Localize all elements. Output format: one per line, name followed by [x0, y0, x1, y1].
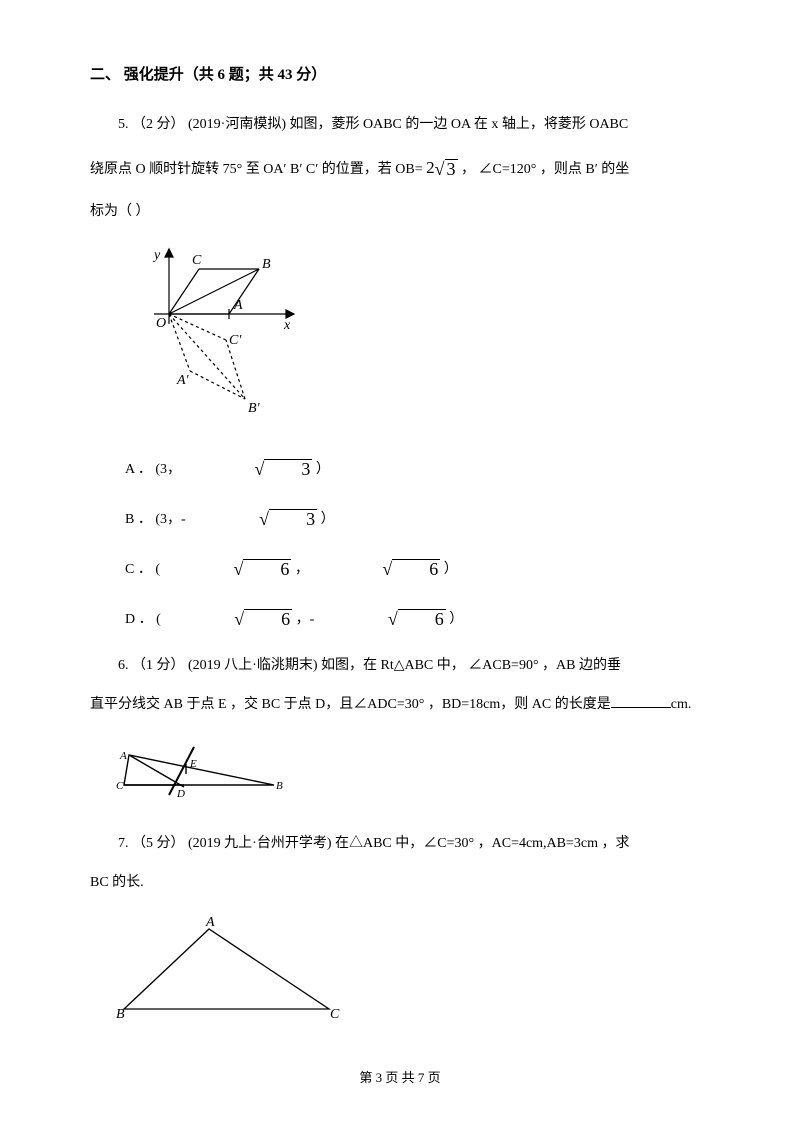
q7-line2: BC 的长. — [90, 868, 710, 899]
optD-rad1: 6 — [244, 609, 292, 628]
q5-ob-rad: 3 — [445, 159, 458, 178]
q7-diagram: A B C — [114, 914, 710, 1035]
lbl-A: A — [233, 298, 243, 313]
optB-rad: 3 — [269, 509, 317, 528]
page: 二、 强化提升（共 6 题；共 43 分） 5. （2 分） (2019·河南模… — [0, 0, 800, 1131]
optD-rad2: 6 — [398, 609, 446, 628]
q5-line2b: ， ∠C=120° ，则点 B′ 的坐 — [461, 162, 629, 177]
q5-sqrt: √3 — [435, 150, 458, 190]
q5-line3: 标为（ ） — [90, 197, 710, 228]
lbl-Bp: B′ — [248, 401, 261, 416]
lbl-C: C — [192, 253, 202, 268]
q7-lbl-C: C — [330, 1007, 340, 1022]
q5-optD: D ． ( √6 ，- √6 ） — [90, 601, 710, 637]
optB-pre: B ． (3，- — [125, 512, 189, 527]
q5-line1: 5. （2 分） (2019·河南模拟) 如图，菱形 OABC 的一边 OA 在… — [90, 110, 710, 141]
q5-line2a: 绕原点 O 顺时针旋转 75° 至 OA′ B′ C′ 的位置，若 OB= — [90, 162, 426, 177]
lbl-Cp: C′ — [229, 333, 242, 348]
q6-line2b: cm. — [671, 697, 692, 712]
optB-post: ） — [321, 512, 335, 527]
q6-lbl-D: D — [176, 788, 185, 800]
lbl-x: x — [283, 318, 291, 333]
optC-rad2: 6 — [392, 559, 440, 578]
q5-line2: 绕原点 O 顺时针旋转 75° 至 OA′ B′ C′ 的位置，若 OB= 2√… — [90, 149, 710, 190]
q5-optA: A ． (3， √3 ） — [90, 451, 710, 487]
optC-sep: ， — [295, 562, 313, 577]
q5-ob-coef: 2 — [426, 158, 435, 177]
lbl-Ap: A′ — [176, 373, 190, 388]
optC-rad1: 6 — [243, 559, 291, 578]
optA-pre: A ． (3， — [125, 462, 185, 477]
q6-lbl-E: E — [189, 758, 197, 770]
lbl-B: B — [262, 257, 271, 272]
q6-diagram: A B C D E — [114, 737, 710, 813]
q7-line1: 7. （5 分） (2019 九上·台州开学考) 在△ABC 中，∠C=30° … — [90, 829, 710, 860]
lbl-y: y — [152, 248, 161, 263]
optD-sep: ，- — [296, 612, 318, 627]
q6-line1: 6. （1 分） (2019 八上·临洮期末) 如图，在 Rt△ABC 中， ∠… — [90, 651, 710, 682]
q6-lbl-C: C — [116, 780, 124, 792]
page-footer: 第 3 页 共 7 页 — [90, 1065, 710, 1091]
q6-blank — [611, 693, 671, 708]
q6-lbl-B: B — [276, 780, 283, 792]
q6-lbl-A: A — [119, 750, 127, 762]
q7-lbl-B: B — [116, 1007, 125, 1022]
optC-post: ） — [444, 562, 458, 577]
optA-rad: 3 — [264, 459, 312, 478]
q7-lbl-A: A — [205, 915, 215, 930]
optC-pre: C ． ( — [125, 562, 164, 577]
q6-line2: 直平分线交 AB 于点 E ，交 BC 于点 D，且∠ADC=30° ，BD=1… — [90, 690, 710, 721]
optA-post: ） — [316, 462, 330, 477]
optD-pre: D ． ( — [125, 612, 164, 627]
section-heading: 二、 强化提升（共 6 题；共 43 分） — [90, 60, 710, 90]
q5-diagram: O A B C x y A′ B′ C′ — [114, 244, 710, 435]
q6-line2a: 直平分线交 AB 于点 E ，交 BC 于点 D，且∠ADC=30° ，BD=1… — [90, 697, 611, 712]
lbl-O: O — [156, 316, 166, 331]
q5-optB: B ． (3，- √3 ） — [90, 501, 710, 537]
q5-optC: C ． ( √6 ， √6 ） — [90, 551, 710, 587]
optD-post: ） — [449, 612, 463, 627]
